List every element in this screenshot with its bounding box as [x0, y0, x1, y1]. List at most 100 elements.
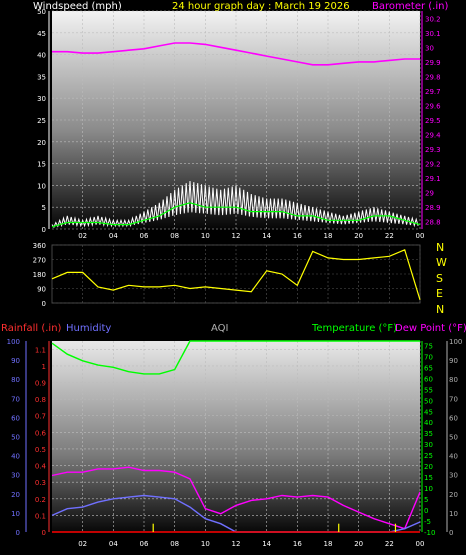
wind-direction-line — [51, 248, 421, 300]
windspeed-tick-label: 20 — [37, 139, 46, 147]
rainfall-tick-label: 0.6 — [35, 429, 47, 437]
barometer-tick-label: 29.2 — [425, 161, 441, 169]
wind-direction-panel: 0 90 180 270 360 N W S E N — [33, 241, 447, 316]
temperature-tick-label: 45 — [424, 408, 433, 416]
time-tick-label: 20 — [354, 540, 363, 548]
direction-letter-n-top: N — [436, 241, 444, 254]
aqi-tick-label: 0 — [449, 529, 453, 537]
temperature-tick-label: -10 — [424, 529, 435, 537]
temperature-tick-label: 0 — [424, 507, 428, 515]
direction-tick-label: 0 — [42, 300, 46, 308]
rainfall-tick-label: 0.9 — [35, 380, 46, 388]
windspeed-tick-label: 45 — [37, 30, 46, 38]
barometer-tick-label: 29.7 — [425, 88, 441, 96]
temperature-tick-label: 5 — [424, 496, 428, 504]
panel1-grid — [52, 10, 421, 230]
time-tick-label: 14 — [262, 540, 271, 548]
time-tick-label: 08 — [170, 232, 179, 240]
temperature-tick-label: 75 — [424, 342, 433, 350]
direction-letter-w: W — [436, 256, 447, 269]
time-tick-label: 18 — [324, 540, 333, 548]
wind-barometer-panel: 0 5 10 15 20 25 30 35 40 45 50 02 04 06 08 10 12 14 16 18 20… — [37, 8, 441, 240]
dewpoint-line — [51, 466, 421, 530]
aqi-tick-label: 40 — [449, 453, 458, 461]
humidity-tick-label: 100 — [7, 338, 20, 346]
windspeed-gust-line — [51, 180, 419, 229]
rainfall-tick-label: 0.8 — [35, 396, 46, 404]
temperature-line — [51, 340, 420, 375]
aqi-tick-label: 60 — [449, 414, 458, 422]
temperature-tick-label: 55 — [424, 386, 433, 394]
direction-letter-n-bottom: N — [436, 303, 444, 316]
time-tick-label: 00 — [416, 232, 425, 240]
temperature-tick-label: 60 — [424, 375, 433, 383]
time-tick-label: 02 — [78, 540, 87, 548]
windspeed-average-line — [51, 202, 421, 228]
panel1-series — [51, 42, 421, 229]
humidity-tick-label: 30 — [11, 472, 20, 480]
rainfall-tick-label: 1.1 — [35, 346, 46, 354]
time-tick-label: 10 — [201, 540, 210, 548]
direction-tick-label: 360 — [33, 242, 46, 250]
panel2-axes: 0 90 180 270 360 — [33, 242, 46, 308]
direction-tick-label: 90 — [37, 286, 46, 294]
rainfall-label: Rainfall (.in) — [1, 323, 62, 334]
aqi-label: AQI — [211, 323, 229, 334]
temperature-tick-label: -5 — [424, 518, 431, 526]
rainfall-tick-label: 0.1 — [35, 512, 46, 520]
barometer-tick-label: 30.2 — [425, 15, 441, 23]
time-tick-label: 12 — [232, 232, 241, 240]
temperature-tick-label: 65 — [424, 364, 433, 372]
direction-tick-label: 180 — [33, 271, 46, 279]
aqi-tick-label: 20 — [449, 491, 458, 499]
time-tick-label: 10 — [201, 232, 210, 240]
aqi-tick-label: 90 — [449, 357, 458, 365]
panel3-axes: 0 0.1 0.2 0.3 0.4 0.5 0.6 0.7 0.8 0.9 1 1.1 0 10 20 30 4… — [7, 338, 463, 548]
temperature-tick-label: 30 — [424, 441, 433, 449]
barometer-tick-label: 29.6 — [425, 102, 441, 110]
temperature-tick-label: 15 — [424, 474, 433, 482]
barometer-tick-label: 28.9 — [425, 204, 441, 212]
graph-date-title: 24 hour graph day : March 19 2026 — [172, 1, 350, 12]
time-tick-label: 06 — [140, 232, 149, 240]
aqi-tick-label: 70 — [449, 395, 458, 403]
aqi-tick-label: 50 — [449, 434, 458, 442]
panel2-grid — [52, 244, 421, 304]
aqi-tick-label: 80 — [449, 376, 458, 384]
time-tick-label: 00 — [416, 540, 425, 548]
time-tick-label: 16 — [293, 232, 302, 240]
humidity-tick-label: 80 — [11, 376, 20, 384]
barometer-tick-label: 29.4 — [425, 132, 441, 140]
temperature-tick-label: 35 — [424, 430, 433, 438]
time-tick-label: 14 — [262, 232, 271, 240]
temperature-label: Temperature (°F) — [311, 323, 397, 334]
dewpoint-label: Dew Point (°F) — [395, 323, 466, 334]
direction-letter-s: S — [436, 272, 443, 285]
barometer-tick-label: 29.1 — [425, 175, 441, 183]
barometer-line — [52, 42, 420, 66]
windspeed-tick-label: 50 — [37, 8, 46, 16]
windspeed-tick-label: 25 — [37, 117, 46, 125]
time-tick-label: 22 — [385, 232, 394, 240]
panel3-series — [51, 340, 421, 533]
panel2-series — [51, 248, 421, 300]
time-tick-label: 16 — [293, 540, 302, 548]
temperature-tick-label: 10 — [424, 485, 433, 493]
humidity-tick-label: 90 — [11, 357, 20, 365]
temperature-tick-label: 20 — [424, 463, 433, 471]
windspeed-title: Windspeed (mph) — [33, 1, 122, 12]
time-tick-label: 20 — [354, 232, 363, 240]
rainfall-tick-label: 0.2 — [35, 496, 46, 504]
time-tick-label: 04 — [109, 540, 118, 548]
humidity-tick-label: 50 — [11, 434, 20, 442]
barometer-tick-label: 29.3 — [425, 146, 441, 154]
humidity-tick-label: 20 — [11, 491, 20, 499]
aqi-tick-label: 30 — [449, 472, 458, 480]
rainfall-tick-label: 0.3 — [35, 479, 46, 487]
humidity-tick-label: 0 — [16, 529, 20, 537]
humidity-tick-label: 40 — [11, 453, 20, 461]
time-tick-label: 02 — [78, 232, 87, 240]
barometer-tick-label: 29.8 — [425, 73, 441, 81]
rainfall-tick-label: 0.5 — [35, 446, 46, 454]
